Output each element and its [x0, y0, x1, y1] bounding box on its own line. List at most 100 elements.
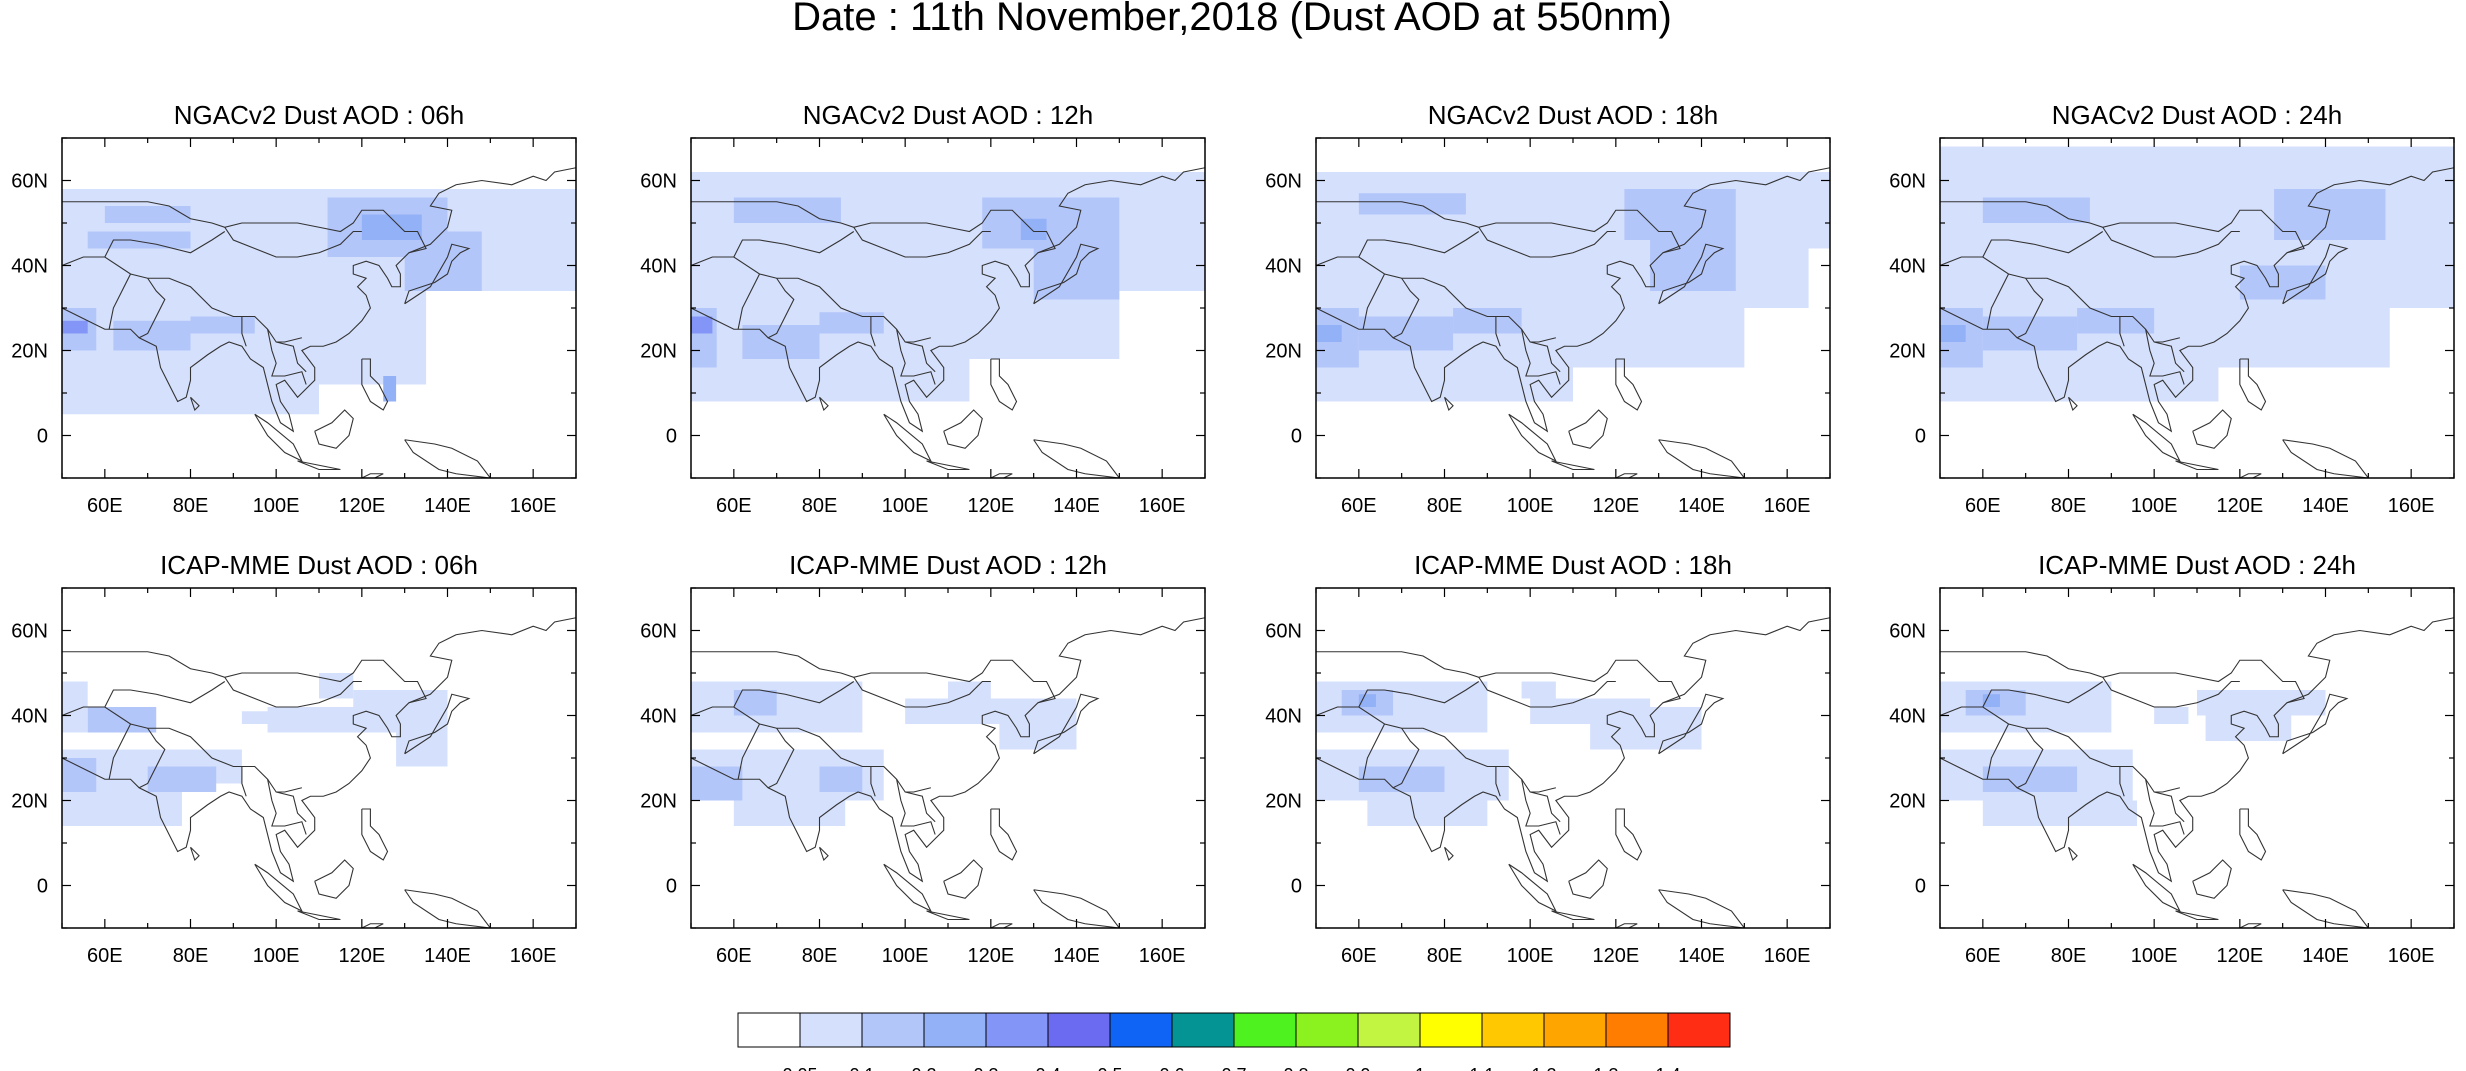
coast-line	[1615, 923, 1638, 928]
lon-tick-label: 100E	[1507, 945, 1554, 967]
lat-tick-label: 40N	[11, 706, 48, 728]
aod-cell	[1982, 694, 2000, 707]
colorbar-label: 1.4	[1655, 1065, 1680, 1071]
coast-line	[2132, 863, 2182, 913]
lat-tick-label: 60N	[1265, 171, 1302, 193]
coast-line	[1316, 706, 1556, 793]
coast-line	[1658, 889, 1746, 928]
coast-line	[767, 727, 795, 789]
lon-tick-label: 160E	[2388, 495, 2435, 517]
coast-line	[254, 413, 304, 463]
coast-line	[1658, 243, 1725, 305]
aod-cell	[948, 681, 991, 699]
aod-cell	[2197, 690, 2326, 716]
lon-tick-label: 100E	[1507, 495, 1554, 517]
coast-line	[2016, 727, 2044, 789]
coast-line	[896, 329, 936, 385]
coast-line	[1033, 439, 1121, 478]
coast-line	[990, 923, 1013, 928]
coast-line	[1508, 863, 1558, 913]
coast-line	[2119, 766, 2125, 797]
coast-line	[404, 693, 471, 755]
lat-tick-label: 0	[1291, 876, 1302, 898]
coast-line	[1551, 910, 1595, 921]
lat-tick-label: 40N	[11, 256, 48, 278]
map-panel-4: NGACv2 Dust AOD : 24h 60E 80E 100E 120E 140E 1…	[1889, 100, 2455, 517]
aod-cell	[1367, 800, 1488, 826]
lon-tick-label: 100E	[253, 945, 300, 967]
colorbar-swatch	[1233, 1012, 1297, 1048]
lat-tick-label: 60N	[1889, 171, 1926, 193]
coast-line	[254, 863, 304, 913]
lon-tick-label: 80E	[1427, 495, 1463, 517]
lon-tick-label: 80E	[2051, 495, 2087, 517]
coast-line	[2067, 396, 2078, 412]
coast-line	[104, 681, 226, 708]
aod-cell	[1982, 800, 2138, 826]
aod-field	[62, 673, 448, 826]
coast-line	[1615, 473, 1638, 478]
coast-line	[1940, 617, 2454, 883]
colorbar-swatch	[1047, 1012, 1111, 1048]
coast-line	[2154, 341, 2185, 373]
coast-line	[2154, 791, 2185, 823]
coast-line	[1551, 460, 1595, 471]
lon-tick-label: 100E	[882, 495, 929, 517]
coast-line	[138, 727, 166, 789]
aod-cell	[1624, 189, 1736, 240]
coast-line	[853, 226, 991, 258]
aod-cell	[147, 766, 217, 792]
lon-tick-label: 60E	[1965, 945, 2001, 967]
map-panel-7: ICAP-MME Dust AOD : 18h 60E 80E 100E 120E 140…	[1265, 550, 1831, 967]
coast-line	[691, 651, 1056, 704]
coast-line	[1316, 651, 1681, 704]
lat-tick-label: 60N	[640, 171, 677, 193]
coast-line	[905, 791, 936, 823]
lon-tick-label: 160E	[1764, 945, 1811, 967]
coast-line	[1658, 439, 1746, 478]
aod-field	[1940, 681, 2326, 826]
aod-field	[691, 681, 1077, 826]
coast-line	[1982, 681, 2104, 708]
aod-cell	[241, 711, 311, 724]
colorbar-label: 1.1	[1469, 1065, 1494, 1071]
coast-line	[314, 409, 354, 449]
panel-title: ICAP-MME Dust AOD : 12h	[789, 550, 1107, 580]
lon-tick-label: 160E	[2388, 945, 2435, 967]
coast-line	[1495, 766, 1501, 797]
panel-title: ICAP-MME Dust AOD : 24h	[2038, 550, 2356, 580]
coastlines	[62, 167, 576, 478]
coast-line	[767, 277, 795, 339]
aod-cell	[104, 206, 191, 223]
lon-tick-label: 140E	[1678, 495, 1725, 517]
lon-tick-label: 60E	[87, 495, 123, 517]
colorbar-swatch	[1357, 1012, 1421, 1048]
coast-line	[1478, 676, 1616, 708]
lon-tick-label: 160E	[1764, 495, 1811, 517]
coast-line	[818, 396, 829, 412]
coast-line	[1940, 256, 2180, 343]
coast-line	[62, 706, 302, 793]
coast-line	[1362, 273, 1386, 330]
coast-line	[1358, 231, 1480, 258]
coast-line	[1033, 243, 1100, 305]
coast-line	[1940, 201, 2305, 254]
lon-tick-label: 100E	[882, 945, 929, 967]
lon-tick-label: 160E	[1139, 945, 1186, 967]
coast-line	[853, 676, 991, 708]
coast-line	[2102, 676, 2240, 708]
coast-line	[138, 277, 166, 339]
aod-cell	[691, 316, 713, 334]
colorbar-label: 0.9	[1345, 1065, 1370, 1071]
coast-line	[224, 226, 362, 258]
aod-cell	[396, 732, 448, 767]
aod-cell	[1650, 240, 1736, 291]
colorbar-label: 1.3	[1593, 1065, 1618, 1071]
aod-cell	[1453, 308, 1522, 334]
lat-tick-label: 20N	[640, 791, 677, 813]
lat-tick-label: 60N	[11, 621, 48, 643]
coast-line	[62, 167, 576, 433]
lon-tick-label: 60E	[1341, 945, 1377, 967]
coast-line	[108, 723, 132, 780]
lon-tick-label: 80E	[802, 495, 838, 517]
